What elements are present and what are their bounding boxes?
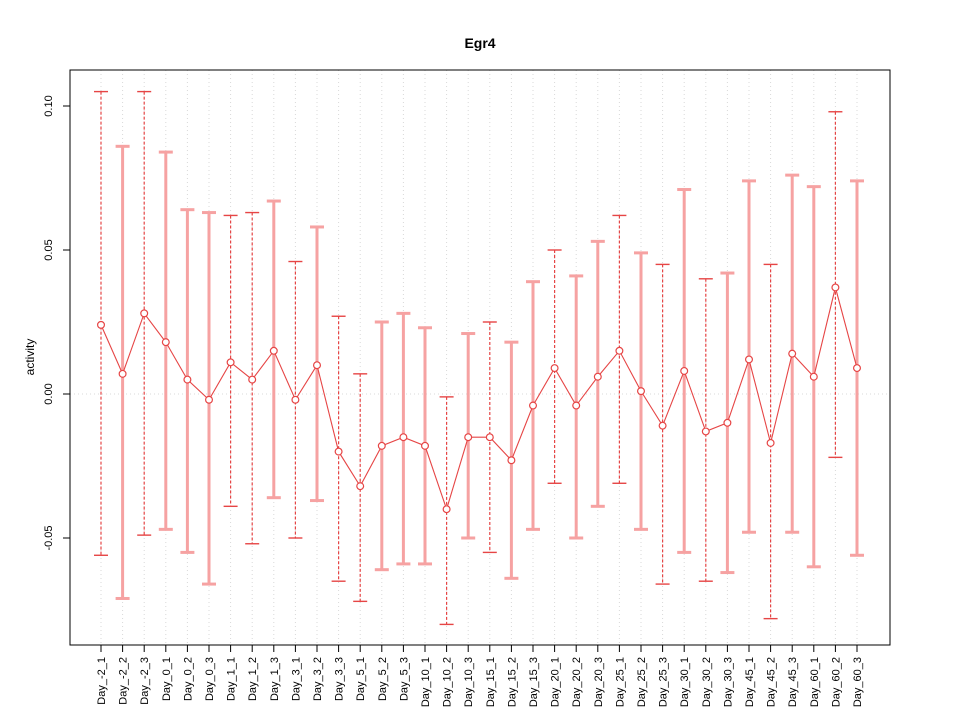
x-tick-label: Day_20_1 <box>550 657 562 707</box>
x-tick-label: Day_60_1 <box>809 657 821 707</box>
x-tick-label: Day_3_2 <box>312 657 324 701</box>
data-point-Day_20_3 <box>593 372 602 381</box>
x-tick-label: Day_15_2 <box>506 657 518 707</box>
x-tick-label: Day_5_3 <box>398 657 410 701</box>
y-tick-label: -0.05 <box>43 525 55 550</box>
x-tick-label: Day_20_3 <box>593 657 605 707</box>
data-point-Day_0_1 <box>161 338 170 347</box>
data-point-Day_10_1 <box>421 441 430 450</box>
data-point-Day_-2_2 <box>118 369 127 378</box>
x-tick-label: Day_45_2 <box>766 657 778 707</box>
x-tick-label: Day_45_3 <box>787 657 799 707</box>
x-tick-label: Day_20_2 <box>571 657 583 707</box>
data-point-Day_45_1 <box>744 355 753 364</box>
plot-border <box>69 69 891 646</box>
x-tick-label: Day_-2_2 <box>118 657 130 705</box>
chart-title: Egr4 <box>464 35 495 51</box>
data-point-Day_15_1 <box>485 433 494 442</box>
data-point-Day_1_1 <box>226 358 235 367</box>
x-tick-label: Day_10_2 <box>442 657 454 707</box>
x-tick-label: Day_0_3 <box>204 657 216 701</box>
x-tick-label: Day_15_1 <box>485 657 497 707</box>
data-point-Day_1_3 <box>269 346 278 355</box>
x-tick-label: Day_0_1 <box>161 657 173 701</box>
data-point-Day_30_2 <box>701 427 710 436</box>
data-point-Day_25_2 <box>636 387 645 396</box>
data-point-Day_30_1 <box>680 366 689 375</box>
data-point-Day_60_2 <box>831 283 840 292</box>
y-tick-label: 0.05 <box>43 239 55 260</box>
series-polyline <box>100 287 858 512</box>
axes-ticks-and-labels: -0.05 0.00 0.05 0.10 Day_-2_1 Day_-2_2 Day_-2_… <box>43 95 864 707</box>
data-point-Day_5_3 <box>399 433 408 442</box>
x-tick-label: Day_25_2 <box>636 657 648 707</box>
x-tick-label: Day_60_2 <box>830 657 842 707</box>
x-tick-label: Day_15_3 <box>528 657 540 707</box>
x-tick-label: Day_45_1 <box>744 657 756 707</box>
x-tick-label: Day_-2_1 <box>96 657 108 705</box>
errorbar-Day_25_1 <box>612 214 627 484</box>
gridlines <box>70 70 890 645</box>
x-tick-label: Day_3_1 <box>290 657 302 701</box>
x-tick-label: Day_30_3 <box>722 657 734 707</box>
data-point-Day_15_3 <box>528 401 537 410</box>
data-point-Day_3_2 <box>313 361 322 370</box>
x-tick-label: Day_5_1 <box>355 657 367 701</box>
data-point-Day_10_2 <box>442 505 451 514</box>
x-tick-label: Day_1_2 <box>247 657 259 701</box>
x-tick-label: Day_10_1 <box>420 657 432 707</box>
data-point-Day_5_2 <box>377 441 386 450</box>
y-tick-label: 0.00 <box>43 383 55 404</box>
x-tick-label: Day_0_2 <box>182 657 194 701</box>
errorbar-Day_10_2 <box>439 396 454 626</box>
data-point-Day_5_1 <box>356 482 365 491</box>
data-point-Day_20_1 <box>550 364 559 373</box>
x-tick-label: Day_60_3 <box>852 657 864 707</box>
data-point-Day_30_3 <box>723 418 732 427</box>
x-tick-label: Day_25_3 <box>658 657 670 707</box>
x-tick-label: Day_1_3 <box>269 657 281 701</box>
data-point-Day_20_2 <box>572 401 581 410</box>
data-point-Day_45_2 <box>766 438 775 447</box>
data-point-Day_0_3 <box>205 395 214 404</box>
x-tick-label: Day_30_1 <box>679 657 691 707</box>
data-point-Day_1_2 <box>248 375 257 384</box>
data-point-Day_-2_1 <box>96 320 105 329</box>
data-point-Day_45_3 <box>788 349 797 358</box>
x-tick-label: Day_-2_3 <box>139 657 151 705</box>
data-point-Day_60_1 <box>809 372 818 381</box>
data-point-Day_15_2 <box>507 456 516 465</box>
x-tick-label: Day_10_3 <box>463 657 475 707</box>
x-tick-label: Day_5_2 <box>377 657 389 701</box>
x-tick-label: Day_3_3 <box>334 657 346 701</box>
data-point-Day_-2_3 <box>140 309 149 318</box>
data-point-Day_25_1 <box>615 346 624 355</box>
data-point-Day_3_1 <box>291 395 300 404</box>
y-axis-label: activity <box>23 339 37 376</box>
data-point-Day_3_3 <box>334 447 343 456</box>
x-tick-label: Day_25_1 <box>614 657 626 707</box>
data-point-Day_0_2 <box>183 375 192 384</box>
data-point-Day_10_3 <box>464 433 473 442</box>
x-tick-label: Day_1_1 <box>226 657 238 701</box>
data-point-Day_25_3 <box>658 421 667 430</box>
errorbar-Day_3_1 <box>288 260 303 539</box>
data-points <box>96 283 861 514</box>
x-tick-label: Day_30_2 <box>701 657 713 707</box>
series-line <box>100 287 858 512</box>
errorbar-Day_5_1 <box>353 373 368 603</box>
y-tick-label: 0.10 <box>43 95 55 116</box>
errorbar-Day_25_3 <box>655 263 670 585</box>
data-point-Day_60_3 <box>852 364 861 373</box>
